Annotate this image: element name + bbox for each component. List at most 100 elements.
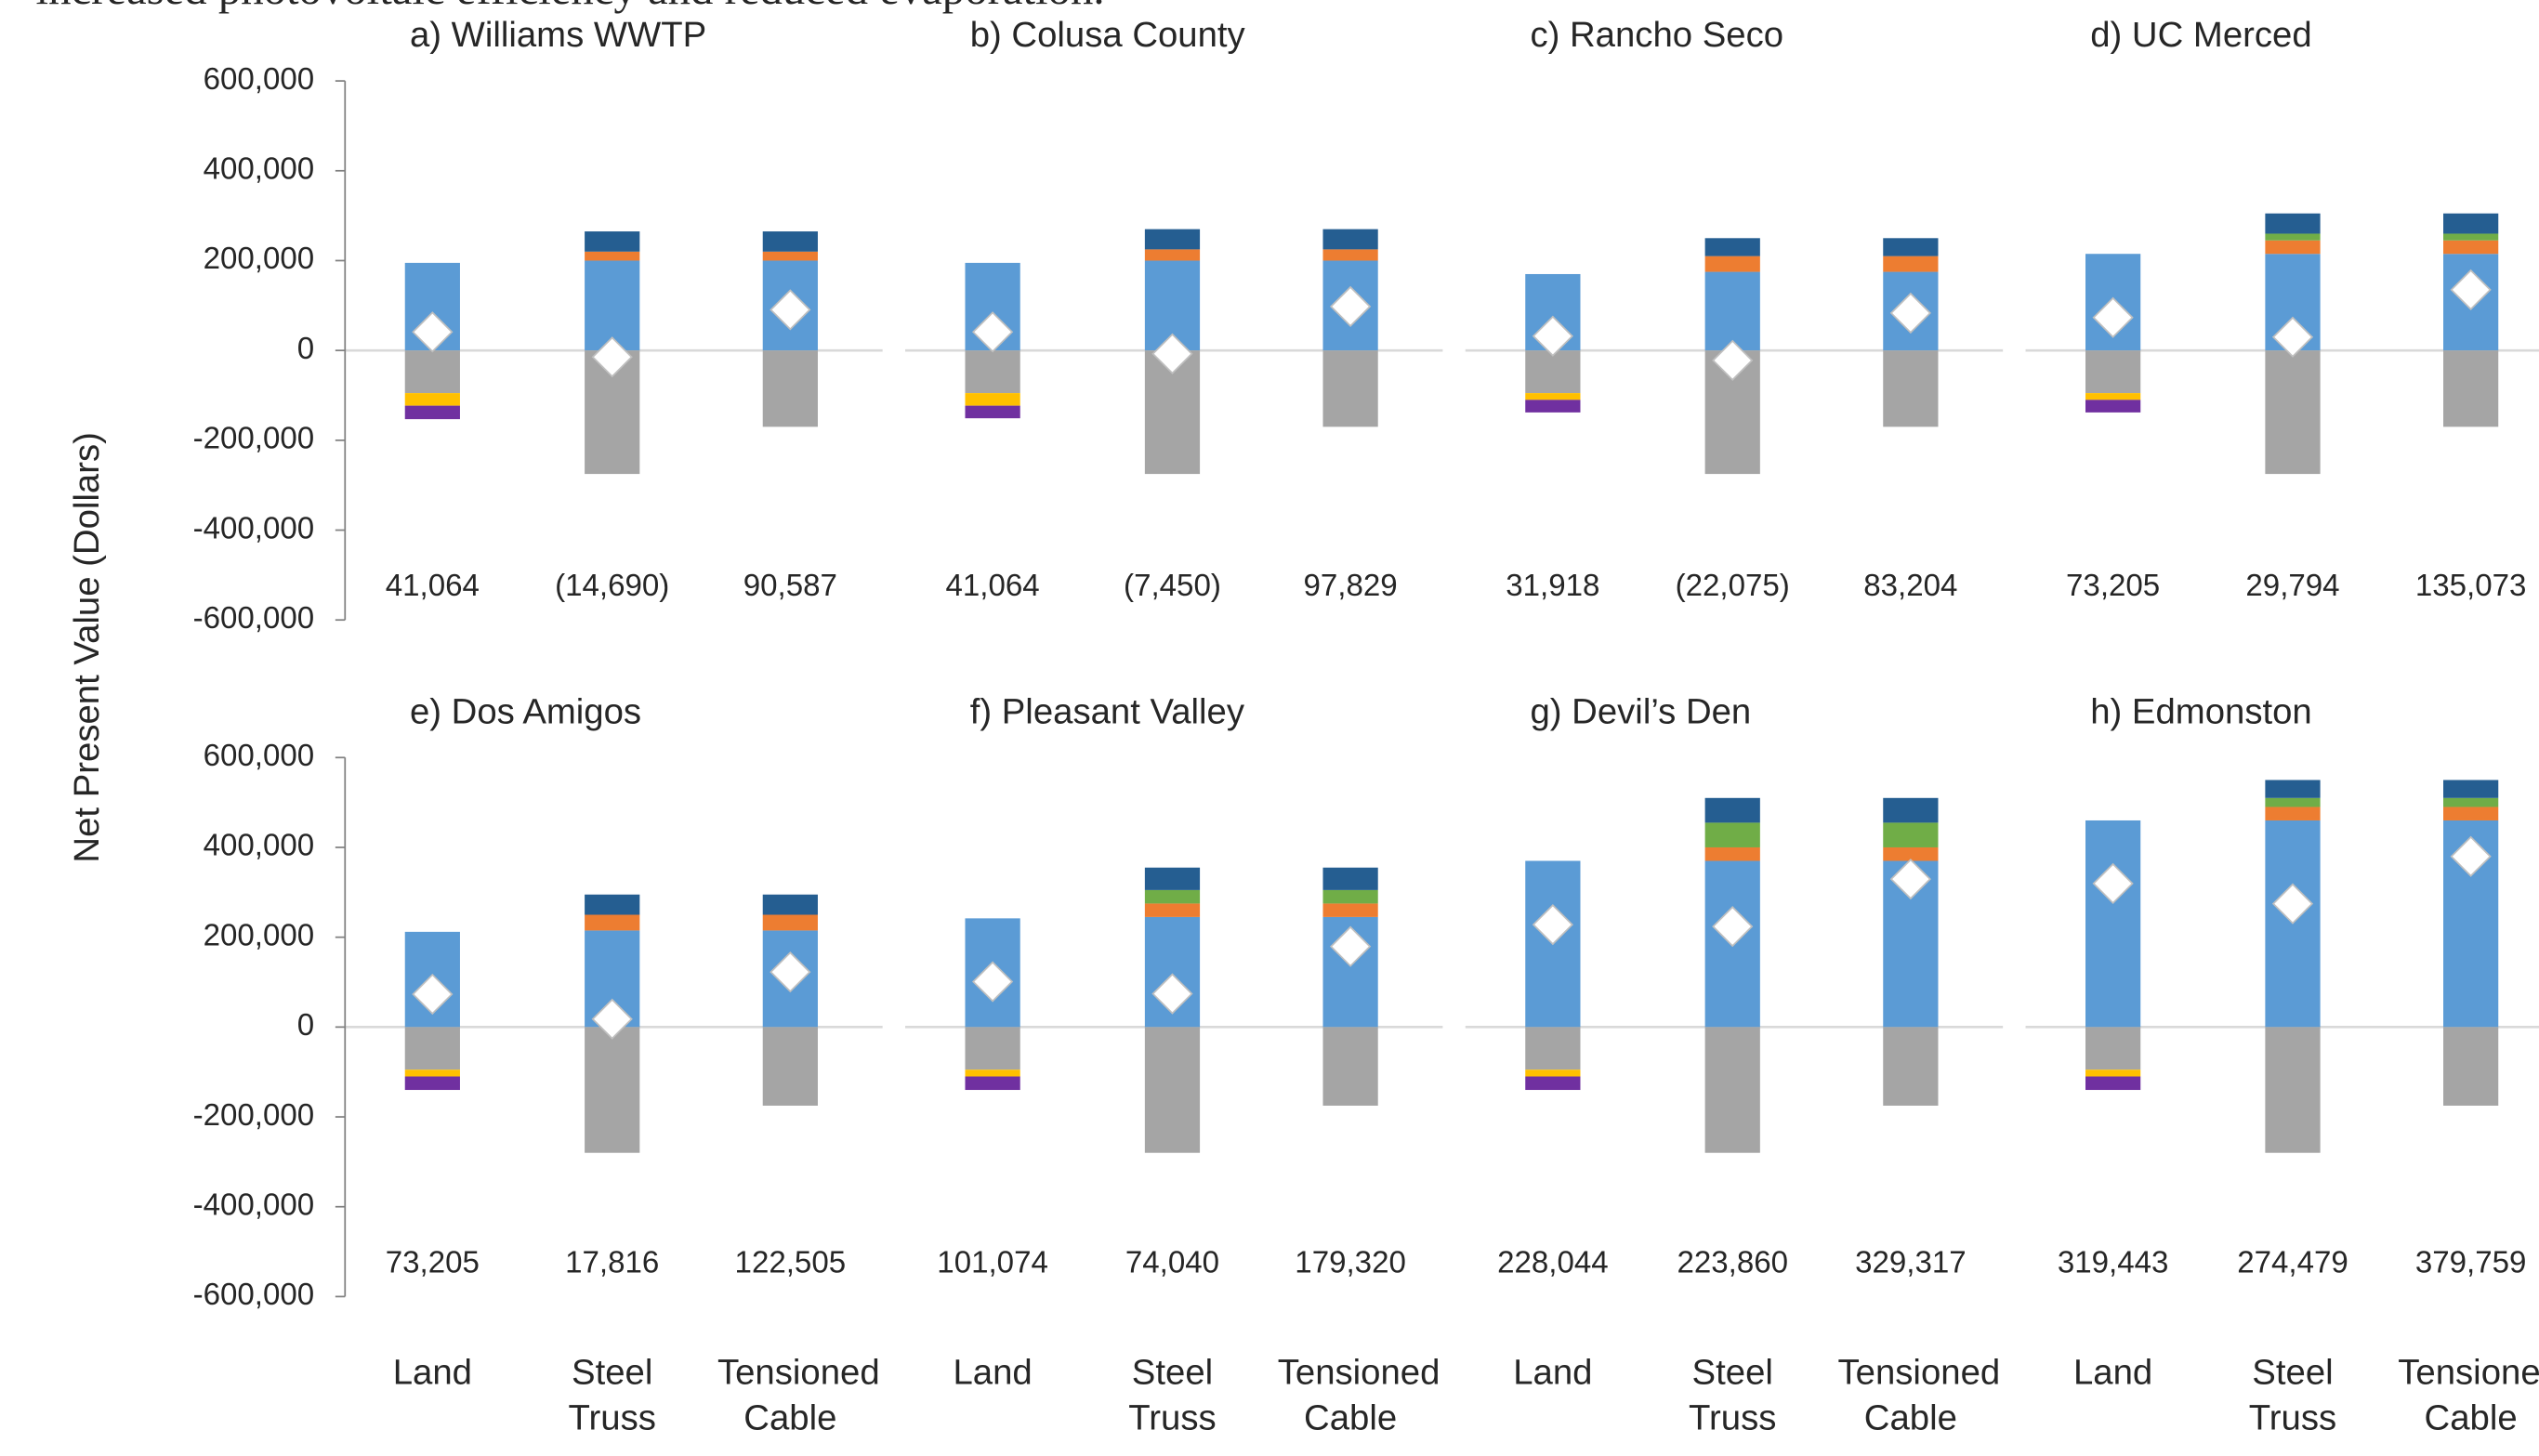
bar-segment xyxy=(1704,846,1760,861)
bar-segment xyxy=(1144,903,1201,917)
npv-label: 41,064 xyxy=(946,569,1040,603)
npv-marker xyxy=(1889,859,1932,900)
y-tick-label: -200,000 xyxy=(193,422,315,456)
bar-segment xyxy=(2265,213,2321,234)
x-tick-label: Land xyxy=(2072,1351,2153,1393)
npv-marker xyxy=(1329,285,1372,328)
panel-title: b) Colusa County xyxy=(970,15,1246,55)
category-label-box: Steel Truss xyxy=(568,1351,656,1437)
npv-label: 101,074 xyxy=(937,1245,1048,1279)
bar-segment xyxy=(1144,867,1201,890)
bar-segment xyxy=(762,914,818,931)
npv-marker xyxy=(971,311,1014,353)
x-tick-label: Steel Truss xyxy=(2248,1351,2337,1437)
bar-segment xyxy=(965,350,1020,394)
npv-marker xyxy=(1151,333,1193,374)
npv-label: 319,443 xyxy=(2058,1245,2169,1279)
bar-segment xyxy=(1322,867,1378,890)
npv-label: (14,690) xyxy=(555,569,669,603)
category-label-box: Land xyxy=(1513,1352,1592,1393)
panel-title: f) Pleasant Valley xyxy=(970,691,1245,731)
y-tick-label: 600,000 xyxy=(204,62,315,97)
bar-segment xyxy=(585,1027,640,1153)
bar-segment xyxy=(1883,350,1939,427)
npv-label: 329,317 xyxy=(1855,1245,1967,1279)
y-tick-label: 600,000 xyxy=(204,739,315,773)
bar-segment xyxy=(1883,238,1939,256)
npv-marker xyxy=(591,998,633,1040)
bar-segment xyxy=(762,231,818,252)
bar-segment xyxy=(585,231,640,252)
x-tick-label: Steel Truss xyxy=(1128,1351,1217,1437)
x-tick-label: Land xyxy=(392,1351,472,1393)
npv-label: 274,479 xyxy=(2237,1245,2348,1279)
bar-segment xyxy=(2265,233,2321,241)
bar-segment xyxy=(2443,213,2499,234)
bar-segment xyxy=(1883,797,1939,823)
bar-segment xyxy=(585,914,640,931)
y-tick-label: -400,000 xyxy=(193,1187,315,1222)
npv-label: 122,505 xyxy=(735,1245,847,1279)
bar-segment xyxy=(2265,807,2321,820)
bar-segment xyxy=(1525,1069,1581,1077)
category-label-box: Tensioned Cable xyxy=(1837,1351,2001,1437)
npv-marker xyxy=(2092,862,2134,905)
bar-segment xyxy=(2085,400,2141,413)
bar-segment xyxy=(1144,229,1201,250)
x-tick-label: Steel Truss xyxy=(1689,1351,1777,1437)
npv-marker xyxy=(2271,316,2314,358)
category-label-box: Land xyxy=(2072,1351,2153,1393)
npv-label: 41,064 xyxy=(386,569,480,603)
npv-marker xyxy=(1889,292,1932,334)
npv-label: 83,204 xyxy=(1863,569,1957,603)
bar-segment xyxy=(1883,822,1939,847)
x-tick-label: Tensioned Cable xyxy=(717,1351,880,1437)
x-tick-label: Tensioned Cable xyxy=(1837,1351,2001,1437)
bar-segment xyxy=(965,1076,1020,1091)
y-tick-label: 400,000 xyxy=(204,829,315,863)
bar-segment xyxy=(762,251,818,261)
npv-label: 31,918 xyxy=(1506,569,1599,603)
bar-segment xyxy=(2265,780,2321,798)
category-label-box: Tensioned Cable xyxy=(1278,1352,1441,1437)
npv-marker xyxy=(2092,296,2134,338)
npv-marker xyxy=(971,961,1014,1003)
npv-marker xyxy=(1712,905,1754,948)
npv-marker xyxy=(591,336,633,378)
y-tick-label: 200,000 xyxy=(204,918,315,952)
bar-segment xyxy=(2443,350,2499,427)
panel-title: e) Dos Amigos xyxy=(410,691,641,731)
category-label-box: Tensioned Cable xyxy=(2398,1352,2539,1437)
bar-segment xyxy=(1322,249,1378,261)
bar-segment xyxy=(1144,1027,1201,1153)
npv-marker xyxy=(2450,835,2492,877)
x-tick-label: Steel Truss xyxy=(568,1351,656,1437)
bar-segment xyxy=(1322,1027,1378,1106)
bar-segment xyxy=(1704,822,1760,847)
bar-segment xyxy=(1525,400,1581,413)
npv-marker xyxy=(1532,315,1574,357)
bar-segment xyxy=(1883,1027,1939,1106)
bar-segment xyxy=(404,1076,460,1091)
bar-segment xyxy=(1144,249,1201,261)
bar-segment xyxy=(2443,233,2499,241)
category-label-box: Tensioned Cable xyxy=(717,1351,880,1437)
bar-segment xyxy=(1322,350,1378,427)
npv-label: 223,860 xyxy=(1677,1245,1788,1279)
bar-segment xyxy=(404,405,460,420)
bar-segment xyxy=(965,405,1020,419)
bar-segment xyxy=(2443,797,2499,807)
panel-title: c) Rancho Seco xyxy=(1530,15,1783,55)
bar-segment xyxy=(1322,229,1378,250)
bar-segment xyxy=(2085,1076,2141,1091)
bar-segment xyxy=(762,894,818,915)
y-tick-label: 0 xyxy=(297,332,314,366)
text-fragment: increased photovoltaic efficiency and re… xyxy=(36,0,1105,14)
bar-segment xyxy=(1704,797,1760,823)
bar-segment xyxy=(404,1027,460,1070)
bar-segment xyxy=(965,393,1020,406)
bar-segment xyxy=(2265,350,2321,475)
category-label-box: Steel Truss xyxy=(2248,1351,2337,1437)
y-tick-label: 0 xyxy=(297,1008,314,1043)
